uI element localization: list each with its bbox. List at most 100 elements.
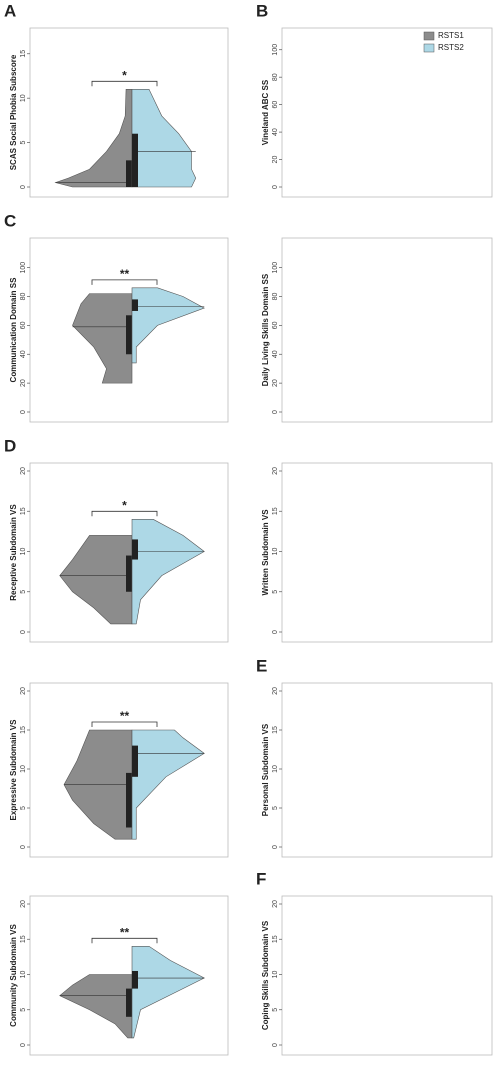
significance-stars: * — [122, 498, 127, 512]
y-axis-label: Written Subdomain VS — [261, 509, 270, 596]
significance-bracket — [91, 279, 158, 285]
box — [132, 539, 138, 560]
y-tick-label: 0 — [20, 630, 27, 634]
y-tick-label: 0 — [20, 1043, 27, 1047]
y-tick-label: 5 — [20, 141, 27, 145]
y-tick-label: 10 — [272, 765, 279, 773]
y-tick-label: 15 — [20, 726, 27, 734]
significance-bracket — [91, 721, 158, 727]
significance-bracket — [91, 937, 158, 944]
plot-frame — [29, 682, 229, 858]
box — [126, 555, 132, 592]
y-tick-label: 15 — [272, 507, 279, 515]
y-axis-label: Coping Skills Subdomain VS — [261, 920, 270, 1030]
y-tick-label: 5 — [20, 1008, 27, 1012]
y-tick-label: 5 — [272, 1008, 279, 1012]
box — [126, 160, 132, 187]
box — [126, 772, 132, 828]
panel-letter: F — [256, 869, 266, 888]
y-tick-label: 5 — [20, 590, 27, 594]
box — [132, 299, 138, 311]
y-axis-label: Daily Living Skills Domain SS — [261, 273, 270, 386]
y-tick-label: 5 — [272, 806, 279, 810]
y-tick-label: 80 — [20, 293, 27, 301]
y-tick-label: 5 — [20, 806, 27, 810]
y-tick-label: 60 — [272, 101, 279, 109]
plot-frame — [29, 895, 229, 1056]
plot-frame — [29, 237, 229, 423]
plot-frame — [281, 237, 493, 423]
y-tick-label: 80 — [272, 293, 279, 301]
y-tick-label: 0 — [272, 630, 279, 634]
violin-half — [59, 974, 133, 1039]
panel-letter: E — [256, 656, 267, 675]
violin-half — [131, 946, 205, 1039]
y-axis-label: Expressive Subdomain VS — [9, 719, 18, 821]
y-tick-label: 15 — [272, 726, 279, 734]
y-tick-label: 20 — [20, 379, 27, 387]
y-tick-label: 20 — [20, 900, 27, 908]
y-tick-label: 0 — [272, 185, 279, 189]
y-tick-label: 15 — [20, 935, 27, 943]
y-tick-label: 5 — [272, 590, 279, 594]
y-tick-label: 10 — [20, 94, 27, 102]
violin-half — [54, 88, 133, 188]
y-tick-label: 10 — [272, 971, 279, 979]
violin-half — [131, 287, 205, 364]
y-tick-label: 10 — [20, 971, 27, 979]
y-tick-label: 20 — [272, 900, 279, 908]
y-tick-label: 100 — [20, 262, 27, 274]
y-tick-label: 20 — [272, 156, 279, 164]
violin-half — [59, 535, 133, 625]
plot-frame — [281, 462, 493, 643]
y-tick-label: 20 — [272, 379, 279, 387]
violin-half — [131, 519, 205, 625]
plot-frame — [29, 27, 229, 198]
y-tick-label: 20 — [272, 687, 279, 695]
y-tick-label: 10 — [20, 548, 27, 556]
box — [132, 133, 138, 187]
significance-stars: * — [122, 68, 127, 82]
y-axis-label: Vineland ABC SS — [261, 79, 270, 145]
significance-bracket — [91, 510, 158, 517]
plot-frame — [29, 462, 229, 643]
y-tick-label: 20 — [272, 467, 279, 475]
y-tick-label: 15 — [272, 935, 279, 943]
box — [126, 988, 132, 1017]
y-axis-label: Communication Domain SS — [9, 277, 18, 383]
y-tick-label: 100 — [272, 262, 279, 274]
box — [132, 745, 138, 777]
significance-stars: ** — [120, 925, 130, 939]
legend-label: RSTS2 — [438, 43, 464, 52]
box — [132, 970, 138, 989]
y-axis-label: Receptive Subdomain VS — [9, 504, 18, 601]
y-tick-label: 80 — [272, 73, 279, 81]
significance-stars: ** — [120, 267, 130, 281]
legend-swatch — [423, 31, 435, 41]
legend-swatch — [423, 43, 435, 53]
y-tick-label: 100 — [272, 44, 279, 56]
y-tick-label: 10 — [272, 548, 279, 556]
y-tick-label: 20 — [20, 467, 27, 475]
y-tick-label: 0 — [20, 845, 27, 849]
panel-letter: B — [256, 1, 268, 20]
legend-label: RSTS1 — [438, 31, 464, 40]
significance-bracket — [91, 80, 158, 87]
y-axis-label: Personal Subdomain VS — [261, 723, 270, 816]
y-tick-label: 0 — [272, 1043, 279, 1047]
box — [126, 315, 132, 355]
y-axis-label: SCAS Social Phobia Subscore — [9, 54, 18, 170]
y-tick-label: 0 — [272, 410, 279, 414]
plot-frame — [281, 895, 493, 1056]
y-axis-label: Community Subdomain VS — [9, 924, 18, 1027]
y-tick-label: 10 — [20, 765, 27, 773]
y-tick-label: 60 — [272, 321, 279, 329]
y-tick-label: 20 — [20, 687, 27, 695]
significance-stars: ** — [120, 709, 130, 723]
y-tick-label: 40 — [272, 350, 279, 358]
panel-letter: A — [4, 1, 16, 20]
y-tick-label: 60 — [20, 321, 27, 329]
plot-frame — [281, 27, 493, 198]
y-tick-label: 40 — [272, 128, 279, 136]
